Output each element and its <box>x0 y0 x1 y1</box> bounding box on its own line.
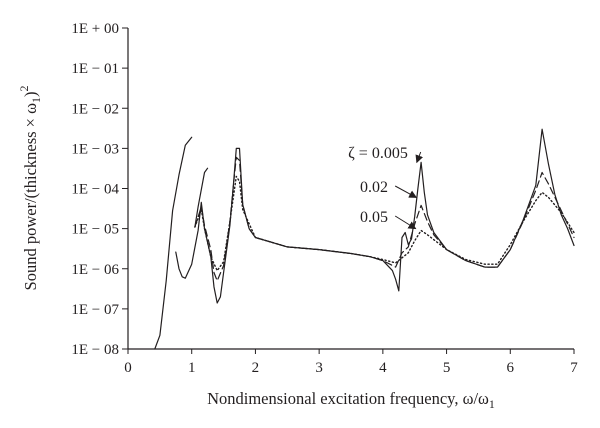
series-line-1-seg-2 <box>194 167 209 228</box>
plot-series <box>154 128 575 350</box>
x-axis-title: Nondimensional excitation frequency, ω/ω… <box>207 389 495 411</box>
series-line-1-seg-1 <box>154 136 193 350</box>
series-line-2-seg-1 <box>194 156 575 282</box>
y-tick-label: 1E + 00 <box>71 21 119 37</box>
x-tick-label: 5 <box>443 360 451 376</box>
y-tick-label: 1E − 02 <box>71 101 119 117</box>
y-tick-label: 1E − 04 <box>71 182 119 198</box>
y-tick-label: 1E − 08 <box>71 342 119 358</box>
annotation-label-3: 0.05 <box>360 209 388 226</box>
y-tick-label: 1E − 06 <box>71 262 119 278</box>
series-line-3-seg-1 <box>194 175 575 272</box>
axes: 0 1 2 3 4 5 6 7 1E − 08 1E − 07 1E − 06 1E − 05 1E −… <box>71 21 578 376</box>
x-tick-label: 2 <box>252 360 260 376</box>
annotation-label-2: 0.02 <box>360 179 388 196</box>
annotations: ζ = 0.005 0.02 0.05 <box>348 145 424 230</box>
annotation-arrow-2 <box>394 185 418 198</box>
x-tick-label: 0 <box>124 360 132 376</box>
x-tick-label: 1 <box>188 360 196 376</box>
x-tick-label: 6 <box>507 360 515 376</box>
annotation-arrow-3 <box>394 215 417 230</box>
x-tick-label: 4 <box>379 360 387 376</box>
annotation-label-1: ζ = 0.005 <box>348 145 408 162</box>
y-tick-label: 1E − 03 <box>71 141 119 157</box>
x-tick-label: 3 <box>315 360 323 376</box>
y-axis-title: Sound power/(thickness × ω1)2 <box>17 86 43 291</box>
y-tick-label: 1E − 01 <box>71 61 119 77</box>
x-tick-label: 7 <box>570 360 578 376</box>
y-tick-label: 1E − 05 <box>71 222 119 238</box>
annotation-arrow-1 <box>415 151 424 164</box>
y-tick-label: 1E − 07 <box>71 302 119 318</box>
